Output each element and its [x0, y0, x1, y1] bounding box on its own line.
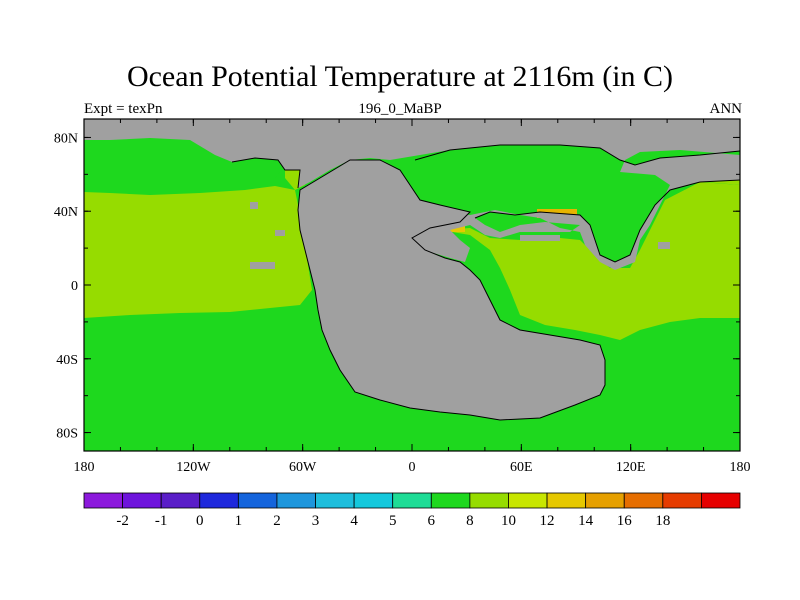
colorbar-box	[392, 492, 432, 509]
page-title: Ocean Potential Temperature at 2116m (in…	[126, 60, 674, 93]
colorbar-box	[546, 492, 587, 509]
north-island-2	[275, 230, 285, 236]
colorbar	[83, 492, 741, 509]
x-tick-label: 180	[74, 460, 95, 475]
season-label: ANN	[709, 101, 743, 117]
pacific-warm-region	[84, 186, 312, 318]
colorbar-box	[623, 492, 664, 509]
colorbar-box	[199, 492, 239, 509]
colorbar-label: -2	[116, 513, 129, 529]
colorbar-box	[160, 492, 201, 509]
x-tick-label: 120W	[176, 460, 211, 475]
colorbar-label: 10	[501, 513, 516, 529]
time-label: 196_0_MaBP	[358, 101, 442, 117]
tethys-island	[520, 235, 560, 241]
colorbar-label: 0	[196, 513, 204, 529]
colorbar-label: 16	[617, 513, 633, 529]
experiment-label: Expt = texPn	[84, 101, 163, 117]
colorbar-label: 1	[235, 513, 243, 529]
colorbar-label: 2	[273, 513, 281, 529]
colorbar-box	[122, 492, 162, 509]
north-cool-band	[84, 150, 280, 182]
east-island	[658, 242, 670, 249]
colorbar-box	[585, 492, 625, 509]
x-tick-label: 60E	[510, 460, 533, 475]
y-tick-label: 80S	[56, 427, 78, 442]
x-axis: 180 120W 60W 0 60E 120E 180	[74, 119, 751, 475]
y-tick-label: 40S	[56, 353, 78, 368]
colorbar-box	[315, 492, 355, 509]
colorbar-labels: -2 -1 0 1 2 3 4 5 6 8 10 12 14 16 18	[116, 513, 670, 529]
coastlines	[231, 144, 740, 421]
x-tick-label: 60W	[289, 460, 317, 475]
colorbar-box	[353, 492, 394, 509]
y-tick-label: 80N	[54, 131, 78, 146]
map-area	[84, 119, 740, 451]
x-tick-label: 120E	[616, 460, 646, 475]
colorbar-label: 8	[466, 513, 474, 529]
pacific-island	[250, 262, 275, 269]
tethys-warm-region	[440, 182, 740, 340]
colorbar-box	[701, 492, 741, 509]
y-tick-label: 0	[71, 279, 78, 294]
gondwana-land	[298, 160, 605, 420]
y-tick-label: 40N	[54, 205, 78, 220]
y-axis: 80N 40N 0 40S 80S	[54, 131, 740, 442]
colorbar-label: 12	[540, 513, 555, 529]
colorbar-label: 5	[389, 513, 397, 529]
colorbar-label: 18	[655, 513, 670, 529]
colorbar-box	[83, 492, 123, 509]
colorbar-label: -1	[155, 513, 168, 529]
colorbar-label: 3	[312, 513, 320, 529]
colorbar-box	[237, 492, 278, 509]
x-tick-label: 0	[409, 460, 416, 475]
laurasia-land	[84, 119, 740, 270]
colorbar-box	[276, 492, 316, 509]
colorbar-box	[508, 492, 548, 509]
colorbar-box	[430, 492, 471, 509]
colorbar-label: 4	[350, 513, 358, 529]
colorbar-label: 6	[428, 513, 436, 529]
colorbar-box	[469, 492, 509, 509]
north-island-1	[250, 202, 258, 209]
colorbar-box	[662, 492, 702, 509]
x-tick-label: 180	[730, 460, 751, 475]
colorbar-label: 14	[578, 513, 594, 529]
